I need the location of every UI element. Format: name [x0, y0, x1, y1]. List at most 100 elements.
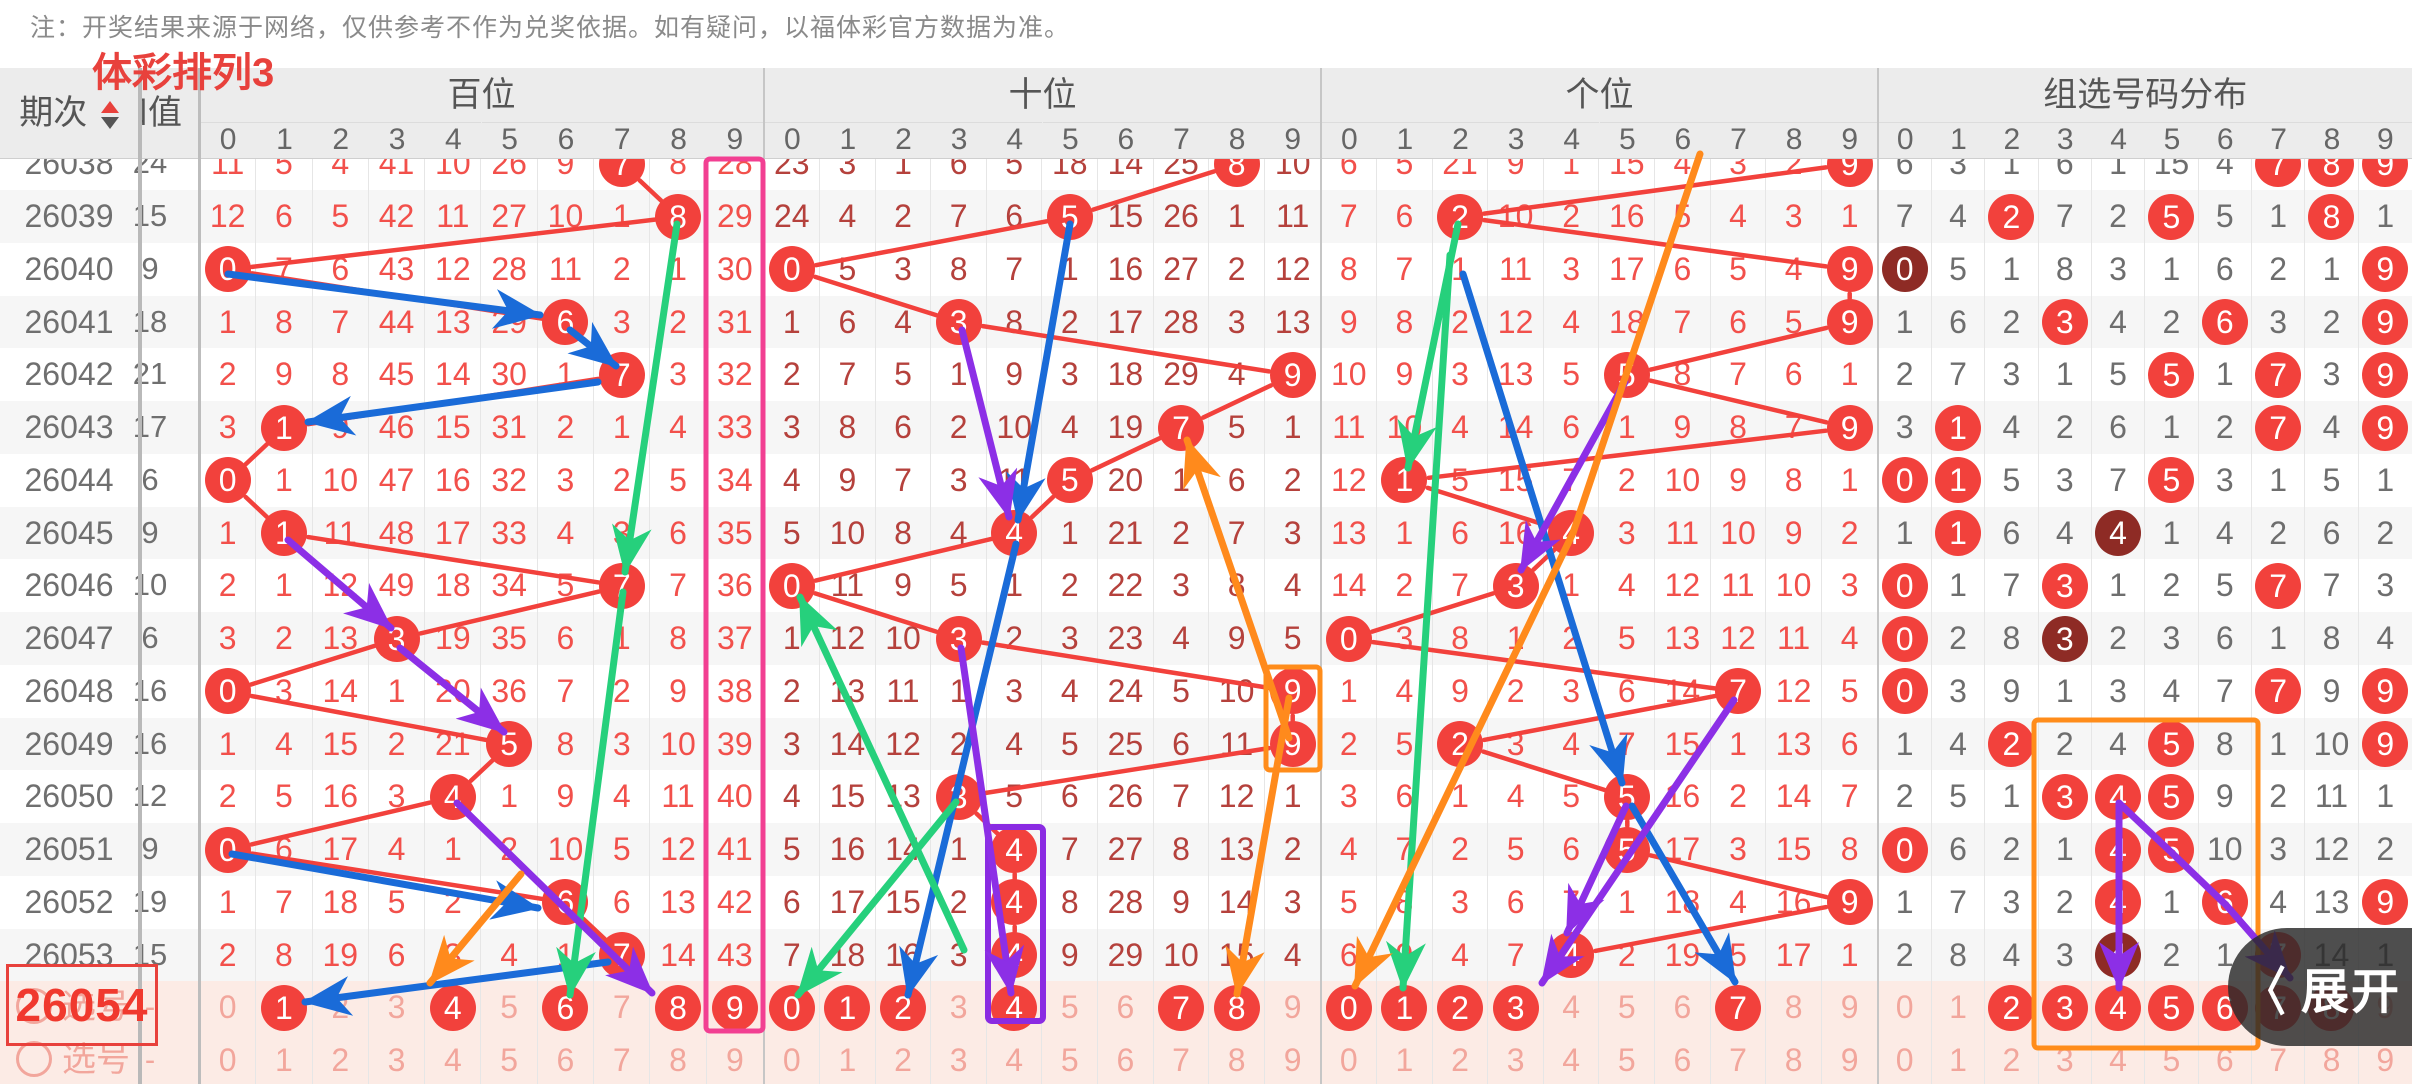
drawn-number-circle: 3	[2041, 299, 2088, 346]
pick-cell-shi-5[interactable]: 5	[1043, 981, 1099, 1034]
pick-cell-ge-7[interactable]: 7	[1711, 981, 1767, 1034]
pick-cell-bai-1[interactable]: 1	[256, 981, 313, 1034]
pick-cell-shi-4[interactable]: 4	[987, 1034, 1043, 1084]
pick-cell-ge-4[interactable]: 4	[1544, 1034, 1600, 1084]
pick-cell-bai-1[interactable]: 1	[256, 1034, 313, 1084]
pick-cell-zu-9[interactable]: 9	[2376, 1042, 2395, 1078]
cell-bai-1: 1	[256, 453, 313, 507]
pick-cell-zu-0[interactable]: 0	[1879, 981, 1932, 1034]
pick-cell-ge-8[interactable]: 8	[1766, 1034, 1822, 1084]
pick-cell-ge-3[interactable]: 3	[1488, 981, 1544, 1034]
pick-cell-zu-7[interactable]: 7	[2252, 1034, 2306, 1084]
pick-cell-ge-5[interactable]: 5	[1600, 981, 1656, 1034]
pick-cell-zu-2[interactable]: 2	[1985, 981, 2039, 1034]
cell-shi-7: 1	[1154, 453, 1210, 507]
pick-cell-bai-7[interactable]: 7	[594, 1034, 651, 1084]
cell-bai-4: 3	[425, 928, 482, 982]
pick-cell-ge-9[interactable]: 9	[1840, 1042, 1859, 1078]
pick-cell-bai-4[interactable]: 4	[425, 981, 482, 1034]
pick-cell-bai-6[interactable]: 6	[538, 981, 595, 1034]
pick-cell-shi-9[interactable]: 9	[1283, 1042, 1302, 1078]
pick-cell-bai-5[interactable]: 5	[482, 981, 538, 1034]
pick-cell-zu-2[interactable]: 2	[1985, 1034, 2039, 1084]
pick-cell-shi-3[interactable]: 3	[931, 981, 987, 1034]
pick-cell-shi-8[interactable]: 8	[1209, 981, 1265, 1034]
pick-cell-bai-5[interactable]: 5	[482, 1034, 538, 1084]
pick-cell-shi-2[interactable]: 2	[876, 981, 932, 1034]
pick-cell-zu-6[interactable]: 6	[2199, 1034, 2252, 1084]
pick-cell-shi-5[interactable]: 5	[1043, 1034, 1099, 1084]
pick-cell-ge-7[interactable]: 7	[1711, 1034, 1767, 1084]
cell-bai-0: 2	[200, 348, 257, 401]
pick-cell-ge-4[interactable]: 4	[1544, 981, 1600, 1034]
cell-shi-0: 23	[765, 158, 821, 190]
pick-cell-ge-6[interactable]: 6	[1655, 981, 1711, 1034]
sort-icon[interactable]	[100, 101, 119, 130]
pick-cell-bai-2[interactable]: 2	[313, 1034, 369, 1084]
drawn-number-circle: 8	[2308, 158, 2355, 187]
pick-cell-shi-6[interactable]: 6	[1098, 1034, 1154, 1084]
pick-cell-ge-1[interactable]: 1	[1377, 1034, 1433, 1084]
pick-cell-zu-1[interactable]: 1	[1932, 1034, 1986, 1084]
pick-cell-ge-1[interactable]: 1	[1377, 981, 1433, 1034]
pick-cell-bai-2[interactable]: 2	[313, 981, 369, 1034]
pick-cell-shi-7[interactable]: 7	[1154, 981, 1210, 1034]
pick-cell-shi-1[interactable]: 1	[820, 981, 876, 1034]
pick-cell-shi-8[interactable]: 8	[1209, 1034, 1265, 1084]
cell-zu-7: 1	[2252, 190, 2306, 243]
pick-cell-shi-0[interactable]: 0	[765, 1034, 821, 1084]
pick-cell-bai-3[interactable]: 3	[369, 981, 426, 1034]
sum-value: -	[144, 989, 156, 1025]
pick-cell-shi-3[interactable]: 3	[931, 1034, 987, 1084]
cell-bai-5: 32	[482, 453, 538, 507]
pick-cell-ge-9[interactable]: 9	[1840, 989, 1859, 1026]
drawn-number-circle: 0	[1881, 668, 1928, 715]
pick-cell-bai-0[interactable]: 0	[200, 981, 257, 1034]
pick-label[interactable]: 选号	[16, 981, 130, 1034]
cell-shi-2: 10	[876, 612, 932, 665]
pick-cell-shi-4[interactable]: 4	[987, 981, 1043, 1034]
cell-bai-3: 43	[369, 242, 426, 296]
pick-cell-zu-1[interactable]: 1	[1932, 981, 1986, 1034]
period-column-header[interactable]: 期次	[0, 68, 138, 158]
pick-cell-shi-9[interactable]: 9	[1283, 989, 1302, 1026]
pick-cell-bai-9[interactable]: 9	[707, 981, 763, 1034]
cell-ge-9: 5	[1840, 672, 1859, 709]
pick-cell-zu-3[interactable]: 3	[2039, 981, 2092, 1034]
digit-header-zu-0: 0	[1878, 122, 1932, 159]
pick-cell-bai-0[interactable]: 0	[200, 1034, 257, 1084]
pick-cell-shi-1[interactable]: 1	[820, 1034, 876, 1084]
pick-cell-ge-8[interactable]: 8	[1766, 981, 1822, 1034]
pick-cell-bai-4[interactable]: 4	[425, 1034, 482, 1084]
cell-zu-8: 6	[2305, 506, 2359, 560]
pick-cell-shi-6[interactable]: 6	[1098, 981, 1154, 1034]
pick-cell-zu-0[interactable]: 0	[1879, 1034, 1932, 1084]
pick-cell-zu-4[interactable]: 4	[2092, 1034, 2146, 1084]
expand-button[interactable]: 〈 展开	[2228, 928, 2412, 1046]
pick-cell-ge-0[interactable]: 0	[1322, 981, 1378, 1034]
pick-cell-ge-0[interactable]: 0	[1322, 1034, 1378, 1084]
pick-cell-zu-5[interactable]: 5	[2145, 1034, 2199, 1084]
pick-cell-ge-5[interactable]: 5	[1600, 1034, 1656, 1084]
pick-cell-zu-4[interactable]: 4	[2092, 981, 2146, 1034]
pick-cell-bai-7[interactable]: 7	[594, 981, 651, 1034]
pick-cell-shi-7[interactable]: 7	[1154, 1034, 1210, 1084]
pick-cell-zu-3[interactable]: 3	[2039, 1034, 2092, 1084]
pick-cell-bai-9[interactable]: 9	[725, 1042, 744, 1078]
pick-cell-shi-2[interactable]: 2	[876, 1034, 932, 1084]
pick-label[interactable]: 选号	[16, 1034, 130, 1084]
pick-cell-ge-6[interactable]: 6	[1655, 1034, 1711, 1084]
pick-cell-bai-6[interactable]: 6	[538, 1034, 595, 1084]
cell-shi-3: 3	[931, 928, 987, 982]
pick-cell-ge-2[interactable]: 2	[1433, 1034, 1489, 1084]
pick-cell-zu-8[interactable]: 8	[2305, 1034, 2359, 1084]
pick-cell-shi-0[interactable]: 0	[765, 981, 821, 1034]
cell-shi-5: 18	[1043, 158, 1099, 190]
pick-cell-bai-8[interactable]: 8	[650, 981, 707, 1034]
cell-bai-3: 42	[369, 190, 426, 243]
pick-cell-ge-3[interactable]: 3	[1488, 1034, 1544, 1084]
pick-cell-ge-2[interactable]: 2	[1433, 981, 1489, 1034]
pick-cell-zu-5[interactable]: 5	[2145, 981, 2199, 1034]
pick-cell-bai-3[interactable]: 3	[369, 1034, 426, 1084]
pick-cell-bai-8[interactable]: 8	[650, 1034, 707, 1084]
